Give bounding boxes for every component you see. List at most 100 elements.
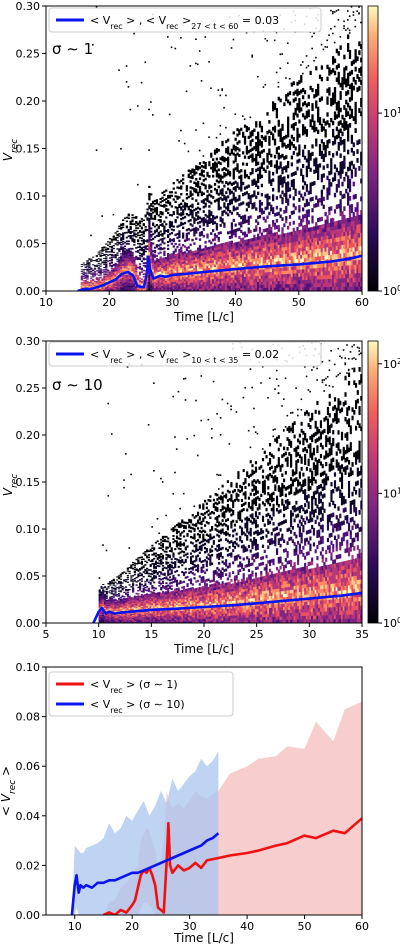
heatmap-cell xyxy=(105,279,108,281)
heatmap-cell xyxy=(283,277,286,281)
heatmap-cell xyxy=(339,170,342,175)
heatmap-cell xyxy=(116,279,119,281)
heatmap-cell xyxy=(93,275,97,277)
heatmap-cell xyxy=(140,226,144,229)
heatmap-cell xyxy=(296,241,299,245)
heatmap-cell xyxy=(350,208,354,214)
heatmap-cell xyxy=(294,248,297,253)
heatmap-cell xyxy=(223,275,226,279)
heatmap-cell xyxy=(320,201,324,206)
heatmap-cell xyxy=(238,222,241,226)
heatmap-cell xyxy=(185,232,189,236)
heatmap-cell xyxy=(326,112,329,117)
heatmap-cell xyxy=(330,278,333,283)
heatmap-cell xyxy=(138,282,142,284)
heatmap-cell xyxy=(86,277,89,279)
heatmap-cell xyxy=(290,141,294,146)
heatmap-cell xyxy=(133,223,136,226)
heatmap-cell xyxy=(305,213,309,218)
heatmap-cell xyxy=(90,267,93,269)
heatmap-cell xyxy=(270,236,273,241)
heatmap-cell xyxy=(285,273,288,278)
heatmap-cell xyxy=(272,248,275,253)
heatmap-cell xyxy=(153,278,157,281)
heatmap-cell xyxy=(110,248,114,250)
heatmap-cell xyxy=(210,232,213,235)
heatmap-cell xyxy=(155,272,159,274)
heatmap-cell xyxy=(260,128,264,133)
heatmap-cell xyxy=(217,185,220,189)
heatmap-cell xyxy=(333,70,337,76)
heatmap-cell xyxy=(153,269,157,272)
heatmap-cell xyxy=(273,232,277,237)
heatmap-cell xyxy=(191,213,194,217)
heatmap-cell xyxy=(287,123,290,128)
heatmap-cell xyxy=(345,188,348,194)
heatmap-cell xyxy=(138,257,142,259)
heatmap-cell xyxy=(249,279,252,283)
heatmap-cell xyxy=(193,217,196,220)
heatmap-cell xyxy=(116,266,119,269)
heatmap-cell xyxy=(114,285,117,288)
heatmap-cell xyxy=(279,247,282,252)
heatmap-cell xyxy=(127,261,130,263)
heatmap-cell xyxy=(341,211,344,216)
heatmap-cell xyxy=(223,265,226,269)
heatmap-cell xyxy=(302,185,305,190)
heatmap-cell xyxy=(330,206,333,211)
heatmap-cell xyxy=(243,186,247,190)
heatmap-cell xyxy=(108,283,112,285)
heatmap-cell xyxy=(253,261,256,265)
heatmap-cell xyxy=(255,248,258,253)
heatmap-cell xyxy=(268,230,271,235)
heatmap-cell xyxy=(352,181,355,187)
heatmap-cell xyxy=(127,214,130,217)
heatmap-cell xyxy=(281,177,284,181)
heatmap-cell xyxy=(249,284,252,289)
heatmap-cell xyxy=(131,282,134,285)
heatmap-cell xyxy=(129,220,132,223)
heatmap-cell xyxy=(339,261,342,267)
heatmap-cell xyxy=(165,256,168,260)
heatmap-cell xyxy=(182,253,185,257)
heatmap-cell xyxy=(191,282,194,285)
heatmap-cell xyxy=(86,282,89,284)
heatmap-cell xyxy=(150,258,153,261)
heatmap-cell xyxy=(292,241,295,246)
heatmap-cell xyxy=(324,282,327,288)
heatmap-cell xyxy=(305,246,309,251)
heatmap-cell xyxy=(240,127,243,131)
heatmap-cell xyxy=(326,140,329,145)
heatmap-cell xyxy=(101,287,104,289)
heatmap-cell xyxy=(307,65,310,67)
heatmap-cell xyxy=(204,261,207,264)
heatmap-cell xyxy=(212,281,215,284)
heatmap-cell xyxy=(272,104,275,109)
heatmap-cell xyxy=(202,234,205,238)
heatmap-cell xyxy=(159,230,162,233)
heatmap-cell xyxy=(146,218,149,221)
heatmap-cell xyxy=(125,269,129,271)
heatmap-cell xyxy=(243,273,247,277)
heatmap-cell xyxy=(99,281,102,283)
heatmap-cell xyxy=(350,160,354,166)
heatmap-cell xyxy=(148,233,151,236)
heatmap-cell xyxy=(101,289,104,291)
heatmap-cell xyxy=(243,282,247,286)
heatmap-cell xyxy=(328,238,331,244)
heatmap-cell xyxy=(298,240,301,245)
heatmap-cell xyxy=(337,249,340,254)
heatmap-cell xyxy=(168,271,172,274)
heatmap-cell xyxy=(318,267,322,272)
heatmap-cell xyxy=(202,279,205,283)
heatmap-cell xyxy=(213,281,217,284)
heatmap-cell xyxy=(84,286,87,288)
heatmap-cell xyxy=(277,247,280,252)
heatmap-cell xyxy=(324,227,327,232)
heatmap-cell xyxy=(90,283,93,285)
heatmap-cell xyxy=(153,218,157,220)
heatmap-cell xyxy=(129,108,132,111)
heatmap-cell xyxy=(228,170,232,174)
heatmap-cell xyxy=(148,279,151,283)
heatmap-cell xyxy=(127,228,130,231)
